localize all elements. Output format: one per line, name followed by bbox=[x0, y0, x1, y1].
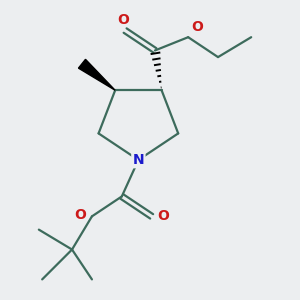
Text: O: O bbox=[74, 208, 86, 222]
Text: N: N bbox=[133, 153, 144, 167]
Polygon shape bbox=[79, 59, 115, 90]
Text: O: O bbox=[118, 13, 129, 27]
Text: O: O bbox=[158, 209, 169, 224]
Text: O: O bbox=[191, 20, 203, 34]
